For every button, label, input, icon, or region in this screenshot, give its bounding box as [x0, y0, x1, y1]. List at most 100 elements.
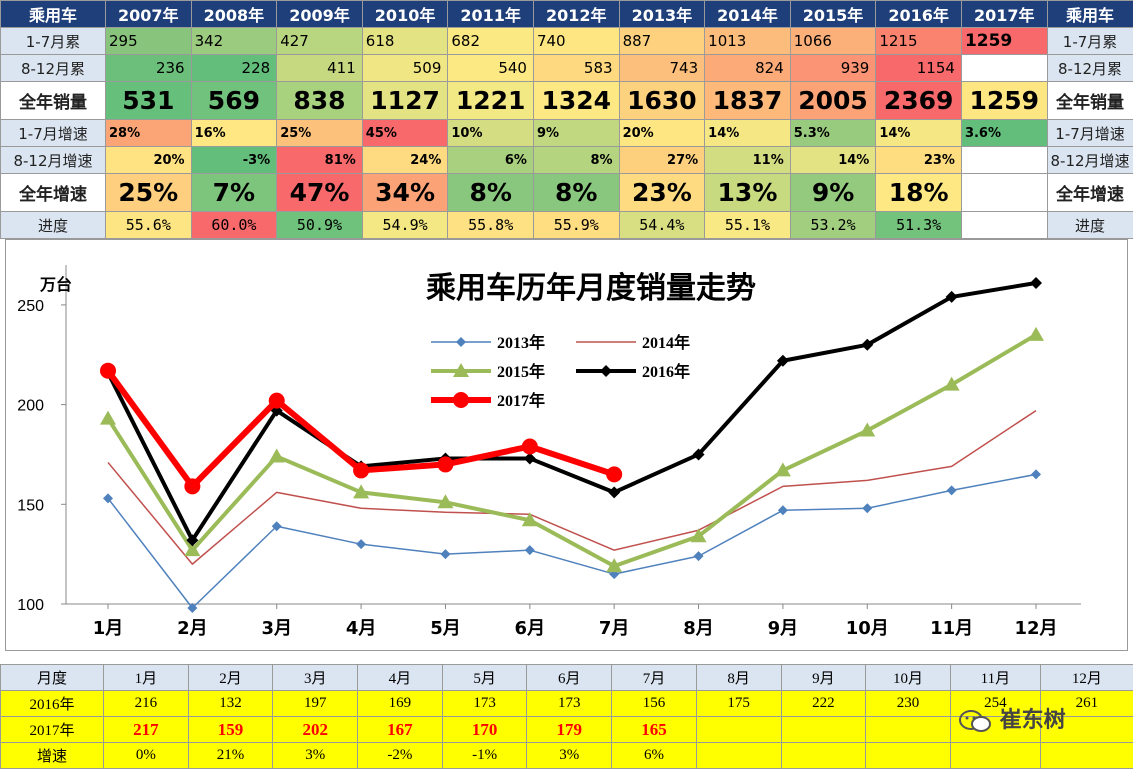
table-cell: 569	[190, 81, 278, 120]
row-label: 2016年	[0, 690, 104, 717]
month-header-label: 月度	[0, 664, 104, 691]
year-header: 2007年	[105, 0, 192, 28]
table-cell: 295	[105, 27, 192, 55]
x-tick-label: 9月	[768, 618, 799, 639]
row-label: 全年增速	[0, 173, 106, 212]
year-header: 2009年	[276, 0, 363, 28]
table-cell: 167	[357, 716, 443, 743]
table-cell: 838	[276, 81, 363, 120]
table-cell: 217	[103, 716, 189, 743]
table-cell	[960, 54, 1048, 82]
table-cell: 165	[611, 716, 697, 743]
data-point	[943, 376, 960, 391]
month-header: 9月	[780, 664, 867, 691]
table-cell: 3%	[272, 742, 359, 769]
watermark-text: 崔东树	[999, 708, 1066, 733]
year-header: 2014年	[704, 0, 791, 28]
row-label-right: 1-7月累	[1046, 27, 1133, 55]
table-cell: 60.0%	[190, 211, 278, 239]
table-cell: 11%	[704, 146, 791, 174]
table-cell: 170	[441, 716, 528, 743]
x-tick-label: 4月	[346, 618, 377, 639]
table-cell: 20%	[105, 146, 192, 174]
table-cell	[960, 146, 1048, 174]
table-cell: 55.8%	[447, 211, 534, 239]
table-cell: 23%	[875, 146, 962, 174]
table-cell: 1215	[875, 27, 962, 55]
table-cell: 55.9%	[532, 211, 620, 239]
data-point	[524, 545, 535, 556]
watermark: 崔东树	[958, 702, 1066, 734]
month-header: 7月	[611, 664, 697, 691]
series-line	[107, 473, 1037, 609]
monthly-sales-chart: 100 150 200 250 1月 2月 3月 4月 5月 6月 7月 8月 9月 10月 11月 12月 乘…	[5, 239, 1128, 651]
data-point	[100, 362, 116, 379]
data-point	[456, 337, 466, 347]
row-label: 2017年	[0, 716, 104, 743]
year-header: 2017年	[960, 0, 1048, 28]
month-header: 5月	[441, 664, 528, 691]
table-cell: 2005	[789, 81, 877, 120]
table-cell: 540	[447, 54, 534, 82]
table-cell: 261	[1039, 690, 1133, 717]
data-point	[521, 512, 538, 527]
legend-label: 2017年	[497, 391, 545, 410]
data-point	[437, 494, 454, 509]
table-cell: 1127	[361, 81, 449, 120]
x-tick-label: 3月	[261, 618, 292, 639]
data-point	[606, 558, 623, 573]
x-tick-label: 2月	[177, 618, 208, 639]
data-point	[774, 462, 791, 477]
data-point	[268, 448, 285, 463]
month-header: 10月	[865, 664, 951, 691]
table-cell: -2%	[357, 742, 443, 769]
data-point	[271, 521, 282, 532]
data-point	[184, 542, 201, 557]
data-point	[600, 365, 612, 377]
month-header: 4月	[357, 664, 443, 691]
table-cell: 740	[532, 27, 620, 55]
table-cell	[1039, 716, 1133, 743]
series-line	[106, 281, 1037, 543]
month-header: 12月	[1039, 664, 1133, 691]
table-cell: 16%	[190, 119, 278, 147]
table-cell: 51.3%	[875, 211, 962, 239]
table-cell	[865, 716, 951, 743]
data-point	[1031, 469, 1041, 480]
table-cell: 228	[190, 54, 278, 82]
x-tick-label: 7月	[599, 618, 630, 639]
table-cell	[780, 742, 867, 769]
row-label: 8-12月累	[0, 54, 106, 82]
table-cell: 236	[105, 54, 192, 82]
table-cell: 53.2%	[789, 211, 877, 239]
data-point	[353, 462, 370, 479]
table-cell: 50.9%	[276, 211, 363, 239]
month-header: 1月	[103, 664, 189, 691]
year-header: 2010年	[361, 0, 449, 28]
table-cell	[960, 211, 1048, 239]
table-cell: 54.9%	[361, 211, 449, 239]
table-cell	[949, 716, 1041, 743]
table-cell: 8%	[532, 173, 620, 212]
data-point	[862, 503, 873, 514]
row-label: 8-12月增速	[0, 146, 106, 174]
table-cell: 2369	[875, 81, 962, 120]
series-line	[106, 333, 1038, 569]
year-header: 2012年	[532, 0, 620, 28]
data-point	[608, 486, 621, 499]
table-cell: 1154	[875, 54, 962, 82]
table-cell	[1039, 742, 1133, 769]
row-label-right: 全年销量	[1046, 81, 1133, 120]
table-cell: 8%	[447, 173, 534, 212]
table-cell: 14%	[789, 146, 877, 174]
chart-title: 乘用车历年月度销量走势	[426, 271, 756, 306]
table-cell: 28%	[105, 119, 192, 147]
table-cell: 1066	[789, 27, 877, 55]
table-cell: -1%	[441, 742, 528, 769]
table-cell: 230	[865, 690, 951, 717]
x-tick-label: 6月	[515, 618, 546, 639]
table-cell	[865, 742, 951, 769]
x-tick-label: 11月	[930, 618, 973, 639]
table-cell: 3.6%	[960, 119, 1048, 147]
table-cell	[960, 173, 1048, 212]
